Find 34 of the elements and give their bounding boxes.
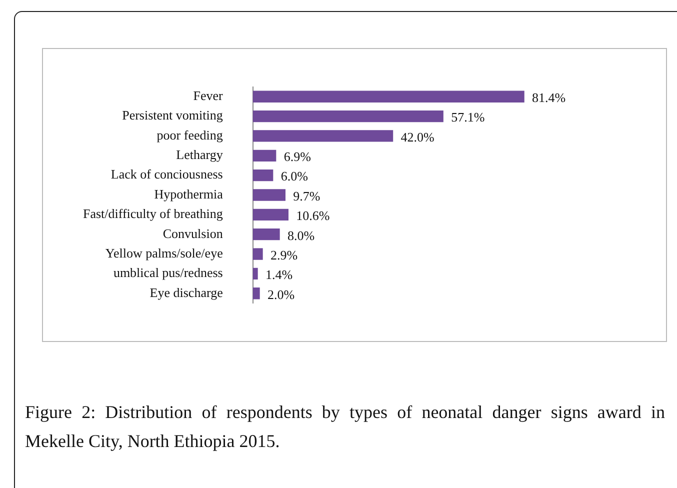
bar [252, 130, 394, 142]
bar [252, 90, 524, 102]
data-label: 6.0% [280, 168, 308, 184]
data-label: 2.0% [268, 286, 295, 302]
bar [252, 189, 286, 201]
y-tick-label: poor feeding [156, 127, 224, 142]
y-tick-label: Convulsion [162, 226, 224, 241]
data-label: 1.4% [266, 267, 293, 282]
y-tick-label: Eye discharge [150, 284, 224, 300]
bar [252, 150, 276, 162]
data-label: 57.1% [451, 110, 485, 125]
y-tick-label: Hypothermia [154, 186, 224, 202]
data-label: 2.9% [270, 247, 298, 262]
bar [252, 170, 274, 182]
bar [252, 208, 288, 221]
y-tick-label: Fast/difficulty of breathing [82, 206, 224, 222]
data-label: 81.4% [532, 90, 566, 106]
y-tick-label: Persistent vomiting [122, 108, 224, 123]
bar [252, 288, 260, 300]
bar [252, 248, 263, 260]
y-tick-label: Lethargy [176, 147, 224, 162]
bar [252, 268, 258, 280]
y-tick-label: Yellow palms/sole/eye [105, 245, 224, 260]
y-tick-label: Lack of conciousness [110, 166, 223, 182]
data-label: 42.0% [400, 129, 435, 144]
data-label: 9.7% [293, 188, 320, 204]
y-tick-label: umblical pus/redness [113, 265, 223, 280]
data-label: 10.6% [296, 208, 330, 224]
bar [252, 110, 444, 122]
bar [252, 228, 280, 240]
caption: Figure 2: Distribution of respondents by types of neonatal danger signs award in Mekelle City, North Ethiopia 2015. [25, 401, 665, 453]
data-label: 8.0% [288, 228, 315, 243]
y-tick-label: Fever [193, 88, 224, 104]
data-label: 6.9% [284, 149, 312, 164]
